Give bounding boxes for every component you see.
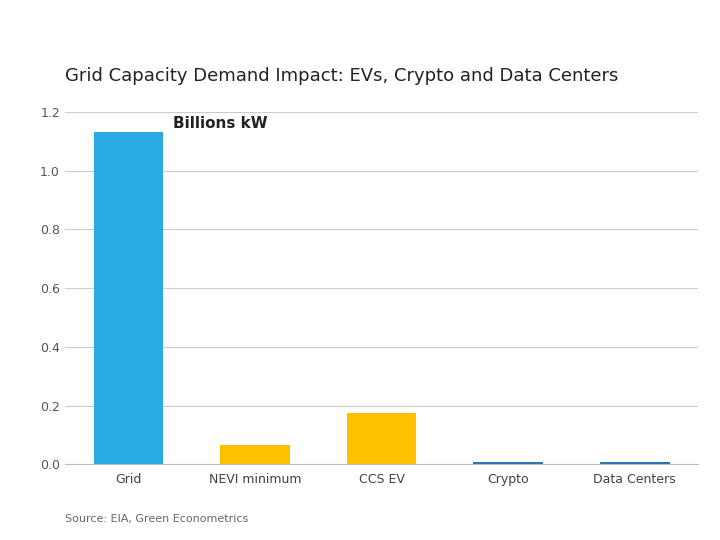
Bar: [347, 413, 416, 464]
Text: Source: EIA, Green Econometrics: Source: EIA, Green Econometrics: [65, 514, 248, 524]
Text: Billions kW: Billions kW: [173, 116, 267, 131]
Bar: [473, 462, 543, 464]
Bar: [600, 462, 670, 464]
Bar: [94, 132, 163, 464]
Bar: [220, 445, 290, 464]
Text: Grid Capacity Demand Impact: EVs, Crypto and Data Centers: Grid Capacity Demand Impact: EVs, Crypto…: [65, 66, 618, 85]
